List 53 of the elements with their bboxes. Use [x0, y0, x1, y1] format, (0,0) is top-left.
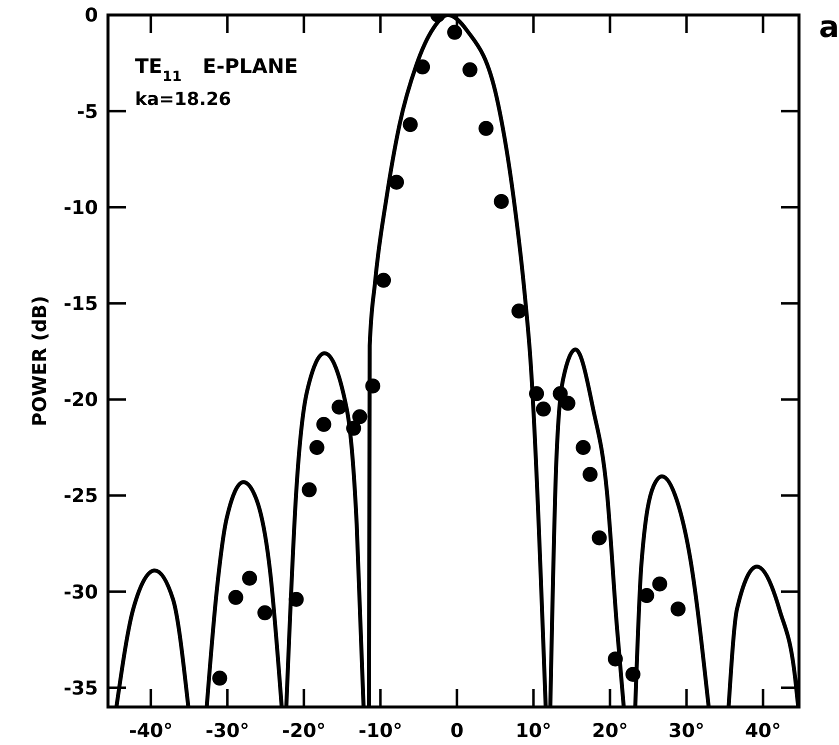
point — [670, 601, 686, 616]
point — [494, 194, 509, 209]
point — [625, 666, 640, 682]
y-tick-label: 0 — [84, 4, 98, 27]
x-tick-label: 20° — [592, 720, 628, 742]
point — [388, 174, 404, 190]
y-tick-label: -20 — [64, 389, 98, 412]
point — [346, 420, 362, 436]
y-axis-title: POWER (dB) — [29, 296, 51, 426]
annotation: ka=18.26 — [135, 89, 232, 110]
point — [309, 440, 324, 455]
point — [639, 588, 654, 604]
point — [536, 402, 551, 417]
point — [402, 117, 418, 132]
y-tick-label: -25 — [64, 485, 98, 508]
point — [478, 120, 494, 136]
point — [652, 576, 668, 592]
x-tick-label: -30° — [205, 720, 250, 742]
x-tick-label: 40° — [745, 720, 782, 742]
point — [608, 651, 623, 666]
y-tick-label: -10 — [64, 196, 98, 219]
point — [302, 482, 317, 498]
y-tick-label: -30 — [64, 581, 98, 604]
x-tick-label: -40° — [128, 720, 173, 742]
point — [352, 409, 368, 424]
point — [332, 400, 347, 415]
point — [529, 386, 544, 402]
x-tick-label: 0 — [450, 720, 464, 742]
point — [242, 570, 258, 586]
x-tick-label: -20° — [282, 720, 326, 742]
point — [592, 530, 607, 546]
x-tick-label: 10° — [515, 720, 552, 742]
text: TE$_{11}$ E-PLANE — [135, 54, 298, 85]
point — [257, 605, 272, 620]
point — [576, 440, 591, 455]
point — [560, 396, 576, 411]
point — [511, 304, 526, 319]
point — [582, 466, 598, 482]
point — [552, 386, 568, 402]
point — [365, 378, 380, 394]
y-tick-label: -15 — [64, 292, 98, 315]
x-tick-label: 30° — [668, 720, 704, 742]
y-tick-label: -35 — [64, 677, 98, 700]
point — [288, 592, 304, 607]
point — [212, 670, 228, 686]
point — [376, 272, 391, 288]
point — [228, 590, 244, 605]
point — [462, 62, 478, 78]
text: a — [819, 10, 839, 45]
y-tick-label: -5 — [76, 100, 98, 123]
point — [415, 59, 430, 74]
x-tick-label: -10° — [358, 720, 402, 742]
point — [316, 416, 332, 432]
